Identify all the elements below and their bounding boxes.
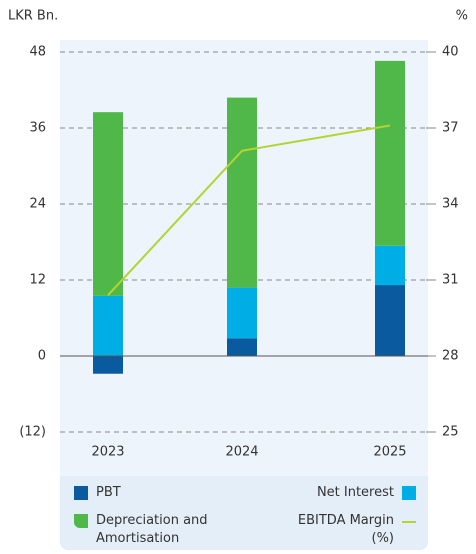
y-tick-label: (12) <box>19 425 46 440</box>
y-tick-label: 12 <box>29 273 46 288</box>
legend-label: Net Interest <box>316 485 394 500</box>
chart-svg: LKR Bn. % (12) 0 12 24 36 48 25 28 31 34 37 40 2023 2… <box>8 9 468 476</box>
bar-segment <box>375 60 405 246</box>
legend-label: PBT <box>96 485 121 500</box>
y2-tick-label: 40 <box>442 45 459 60</box>
y2-tick-label: 28 <box>442 349 459 364</box>
y2-tick-label: 34 <box>442 197 459 212</box>
y2-tick-label: 37 <box>442 121 459 136</box>
legend: PBT Net Interest Depreciation and Amortisa… <box>60 476 428 550</box>
bar-segment <box>227 97 257 288</box>
legend-label: Depreciation and Amortisation <box>96 513 208 546</box>
legend-swatch <box>402 486 416 500</box>
bar-segment <box>227 338 257 356</box>
y-axis-label: LKR Bn. <box>8 9 58 24</box>
legend-swatch <box>74 514 88 528</box>
x-tick-label: 2024 <box>225 445 258 460</box>
y-tick-label: 24 <box>29 197 46 212</box>
bar-segment <box>93 356 123 374</box>
bar-segment <box>93 295 123 356</box>
y2-axis-label: % <box>456 9 468 24</box>
y2-tick-label: 31 <box>442 273 459 288</box>
y-tick-label: 48 <box>29 45 46 60</box>
bar-segment <box>93 112 123 296</box>
bar-segment <box>227 287 257 339</box>
legend-swatch <box>402 521 416 523</box>
y-tick-label: 36 <box>29 121 46 136</box>
x-tick-label: 2025 <box>373 445 406 460</box>
line-series <box>107 124 391 296</box>
legend-item: EBITDA Margin (%) <box>294 512 416 548</box>
legend-item: Depreciation and Amortisation <box>74 512 236 548</box>
legend-swatch <box>74 486 88 500</box>
y-tick-label: 0 <box>38 349 46 364</box>
y2-tick-label: 25 <box>442 425 459 440</box>
bar-segment <box>375 245 405 286</box>
legend-label: EBITDA Margin (%) <box>297 513 394 546</box>
bar-segment <box>375 285 405 356</box>
x-tick-label: 2023 <box>91 445 124 460</box>
legend-item: PBT <box>74 484 121 502</box>
legend-item: Net Interest <box>317 484 416 502</box>
